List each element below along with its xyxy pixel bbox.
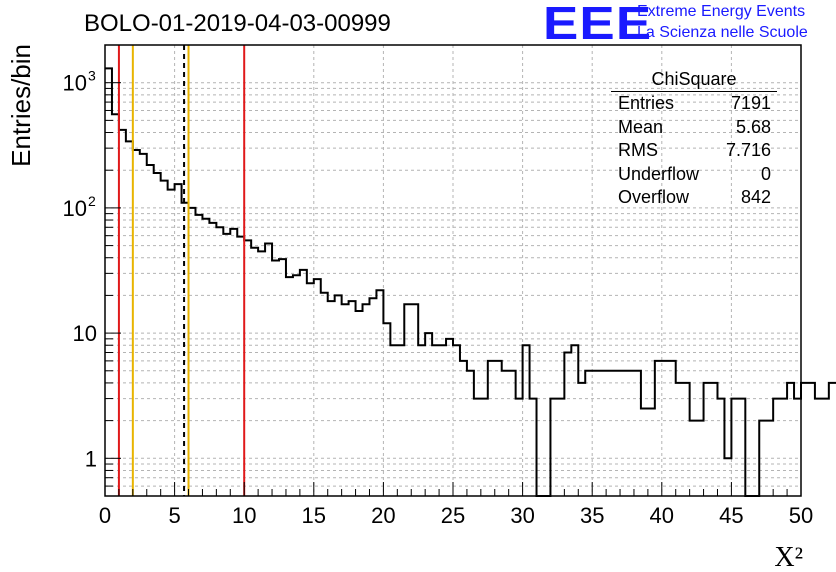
marker-lines [117,45,246,496]
x-tick-label: 50 [789,503,813,528]
x-tick-label: 45 [719,503,743,528]
y-axis-label: Entries/bin [6,44,36,167]
y-tick-label: 1 [85,446,97,471]
x-tick-label: 25 [441,503,465,528]
stats-row-entries: Entries 7191 [611,93,777,117]
x-tick-label: 5 [168,503,180,528]
stats-value: 0 [760,163,771,184]
x-tick-label: 15 [302,503,326,528]
stats-row-rms: RMS 7.716 [611,140,777,164]
stats-value: 842 [740,187,771,207]
x-tick-label: 0 [99,503,111,528]
y-tick-label: 10 [73,321,97,346]
y-tick-exponent: 2 [88,193,96,209]
stats-row-mean: Mean 5.68 [611,117,777,141]
y-tick-label: 10 [63,196,87,221]
histogram-outline [105,67,836,497]
stats-label: Overflow [618,187,690,207]
stats-label: Mean [618,116,664,137]
stats-box: ChiSquare Entries 7191 Mean 5.68 RMS 7.716 … [611,69,777,211]
x-tick-label: 35 [580,503,604,528]
y-tick-label: 10 [63,71,87,96]
x-tick-label: 30 [510,503,534,528]
stats-label: Underflow [618,163,700,184]
x-tick-label: 20 [371,503,395,528]
stats-row-underflow: Underflow 0 [611,164,777,188]
stats-value: 7.716 [725,140,771,160]
y-tick-exponent: 3 [88,68,96,84]
histogram [105,67,836,497]
x-axis-label: X² [774,542,803,572]
chart-title: BOLO-01-2019-04-03-00999 [84,10,391,37]
stats-row-overflow: Overflow 842 [611,187,777,211]
x-tick-label: 10 [232,503,256,528]
logo-line-1: Extreme Energy Events [637,3,806,20]
x-tick-label: 40 [650,503,674,528]
stats-label: Entries [618,93,675,113]
logo-line-2: La Scienza nelle Scuole [637,24,808,41]
axes [104,44,802,497]
eee-logo-mark: EEE [543,0,653,49]
stats-value: 5.68 [735,116,771,137]
stats-name: ChiSquare [611,69,777,92]
stats-value: 7191 [730,93,771,113]
stats-label: RMS [618,140,658,160]
